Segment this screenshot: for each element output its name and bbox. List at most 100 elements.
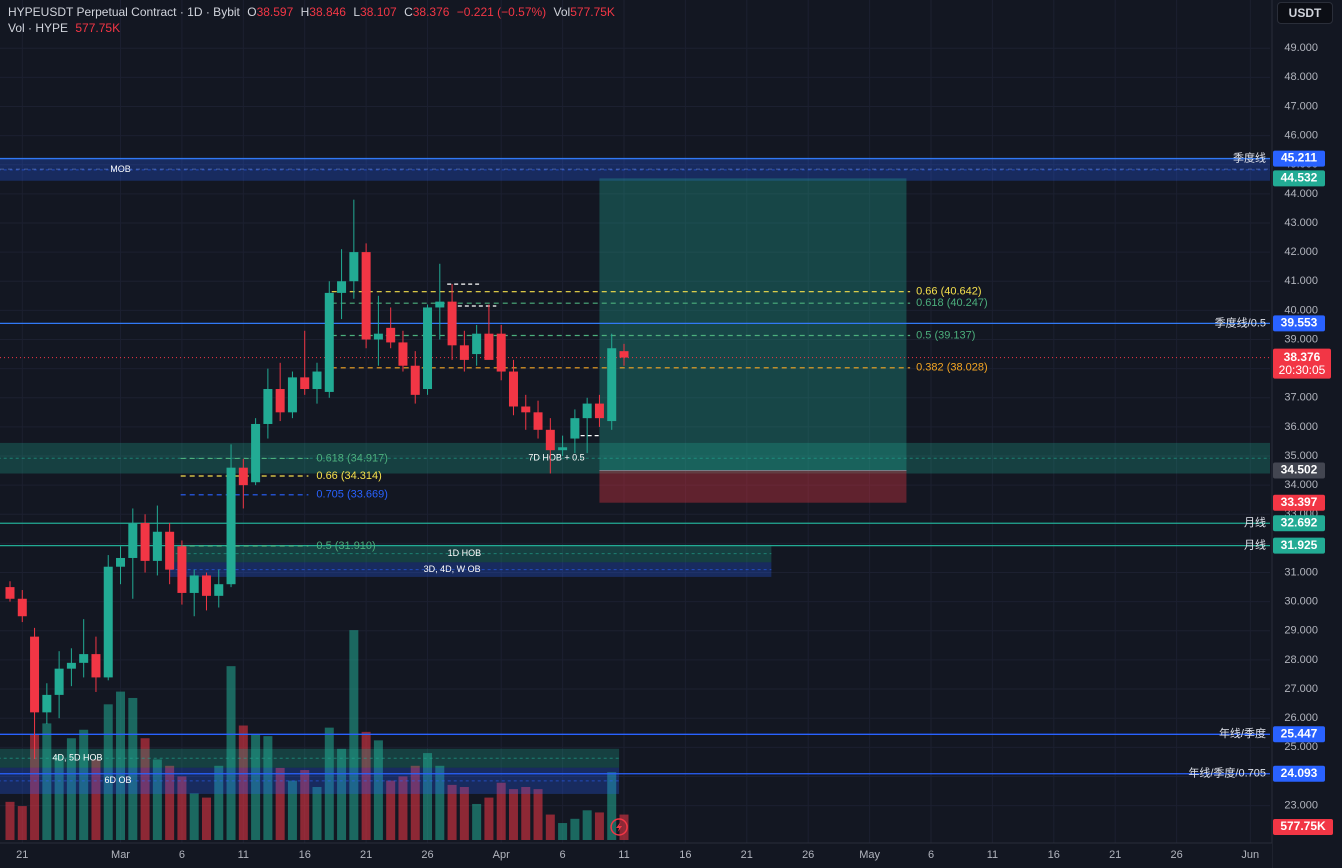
key-level-label: 年线/季度/0.705 [1188,766,1266,780]
candle-body [30,636,40,713]
volume-bar [287,780,297,840]
position-price-tag-bg [1273,494,1325,511]
candle [484,304,494,360]
time-axis-tick: 11 [618,849,629,861]
candle-body [201,575,211,596]
fib-level-label: 0.66 (34.314) [316,470,381,482]
candle [545,418,555,474]
volume-bar [300,770,310,840]
candle-body [447,301,457,346]
key-level-price-tag-bg [1273,150,1325,167]
candle-body [324,292,334,392]
time-axis-tick: 21 [1109,849,1121,861]
time-axis-tick: 16 [299,849,311,861]
candle [398,330,408,372]
time-axis-tick: 26 [421,849,433,861]
key-level-price-tag: 24.093 [1281,766,1318,780]
volume-bar [545,814,555,840]
candle [189,569,199,617]
volume-bar [607,772,617,840]
key-level-price-tag: 39.553 [1281,316,1318,330]
volume-series-row[interactable]: Vol · HYPE 577.75K [8,20,615,36]
key-level-label: 季度线 [1233,150,1266,164]
volume-bar [214,765,224,840]
volume-bar [128,697,138,840]
candle [42,683,52,725]
candle-body [337,281,347,293]
volume-bar [373,740,383,840]
candle-body [42,694,52,713]
candle [447,284,457,360]
key-level-price-tag: 25.447 [1281,726,1318,740]
price-axis-tick: 27.000 [1284,683,1318,695]
lightning-icon [610,818,628,836]
volume-bar [91,759,101,840]
candlesticks [5,199,629,759]
candle [558,435,568,457]
symbol-title[interactable]: HYPEUSDT Perpetual Contract · 1D · Bybit [8,5,240,19]
time-axis-tick: 26 [802,849,814,861]
candle-body [570,418,580,439]
price-axis-tick: 29.000 [1284,625,1318,637]
candle-body [349,252,359,282]
candle [607,333,617,430]
price-axis-tick: 39.000 [1284,333,1318,345]
candle [582,397,592,454]
volume-bar [459,787,469,840]
candle-body [116,557,126,567]
zone-box [0,748,620,768]
key-level-price-tag-bg [1273,515,1325,532]
candle [275,362,285,422]
key-level-price-tag-bg [1273,726,1325,743]
volume-series-value: 577.75K [75,21,121,35]
volume-bar [594,812,604,840]
candle [423,304,433,395]
candle [361,243,371,349]
volume-bar [42,723,52,840]
volume-bar [251,734,261,840]
price-axis-tick: 48.000 [1284,71,1318,83]
zone-label: 3D, 4D, W OB [424,564,481,574]
lightning-icon-glyph [616,822,623,832]
key-level-label: 月线 [1244,515,1266,529]
key-level-price-tag-bg [1273,315,1325,332]
grid-lines [0,0,1270,843]
volume-bar [337,748,347,840]
candle [349,199,359,299]
time-axis-tick: Mar [111,849,130,861]
candle-body [79,654,89,663]
change-value: −0.221 (−0.57%) [456,5,547,19]
candle [287,371,297,419]
candle [521,394,531,430]
volume-bar [17,806,27,840]
volume-bar [226,666,236,840]
candle-body [459,345,469,360]
candle [472,324,482,366]
candle-body [66,662,76,669]
volume-bar [435,765,445,840]
candle [30,627,40,759]
volume-bar [410,765,420,840]
candle-body [263,389,273,424]
fib-level-label: 0.66 (40.642) [916,286,981,298]
candle [66,648,76,687]
chart-legend: HYPEUSDT Perpetual Contract · 1D · Bybit… [8,4,615,36]
volume-tag-bg [1273,819,1333,835]
currency-button[interactable]: USDT [1277,2,1333,24]
last-price-tag-bg [1273,348,1331,379]
candle [386,307,396,349]
volume-bar [398,776,408,840]
long-position-tool [599,178,907,503]
volume-bar [508,789,518,840]
key-level-price-tag: 45.211 [1281,151,1317,165]
candle-body [54,668,64,695]
candle-body [238,467,248,486]
time-axis-tick: 26 [1170,849,1182,861]
volume-bar [324,727,334,840]
price-axis-tick: 46.000 [1284,129,1318,141]
price-axis-tick: 43.000 [1284,217,1318,229]
price-axis-tick: 25.000 [1284,741,1318,753]
candle-body [533,412,543,430]
